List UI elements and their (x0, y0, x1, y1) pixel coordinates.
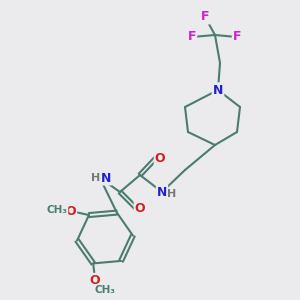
Text: O: O (90, 274, 101, 287)
Text: O: O (135, 202, 145, 214)
Text: N: N (101, 172, 111, 184)
Text: O: O (66, 205, 76, 218)
Text: O: O (155, 152, 165, 164)
Text: H: H (167, 189, 177, 199)
Text: N: N (213, 83, 223, 97)
Text: N: N (213, 83, 223, 97)
Text: CH₃: CH₃ (95, 285, 116, 296)
Text: N: N (157, 185, 167, 199)
Text: F: F (233, 31, 241, 44)
Text: CH₃: CH₃ (46, 205, 68, 215)
Text: F: F (201, 11, 209, 23)
Text: H: H (92, 173, 100, 183)
Text: F: F (188, 31, 196, 44)
